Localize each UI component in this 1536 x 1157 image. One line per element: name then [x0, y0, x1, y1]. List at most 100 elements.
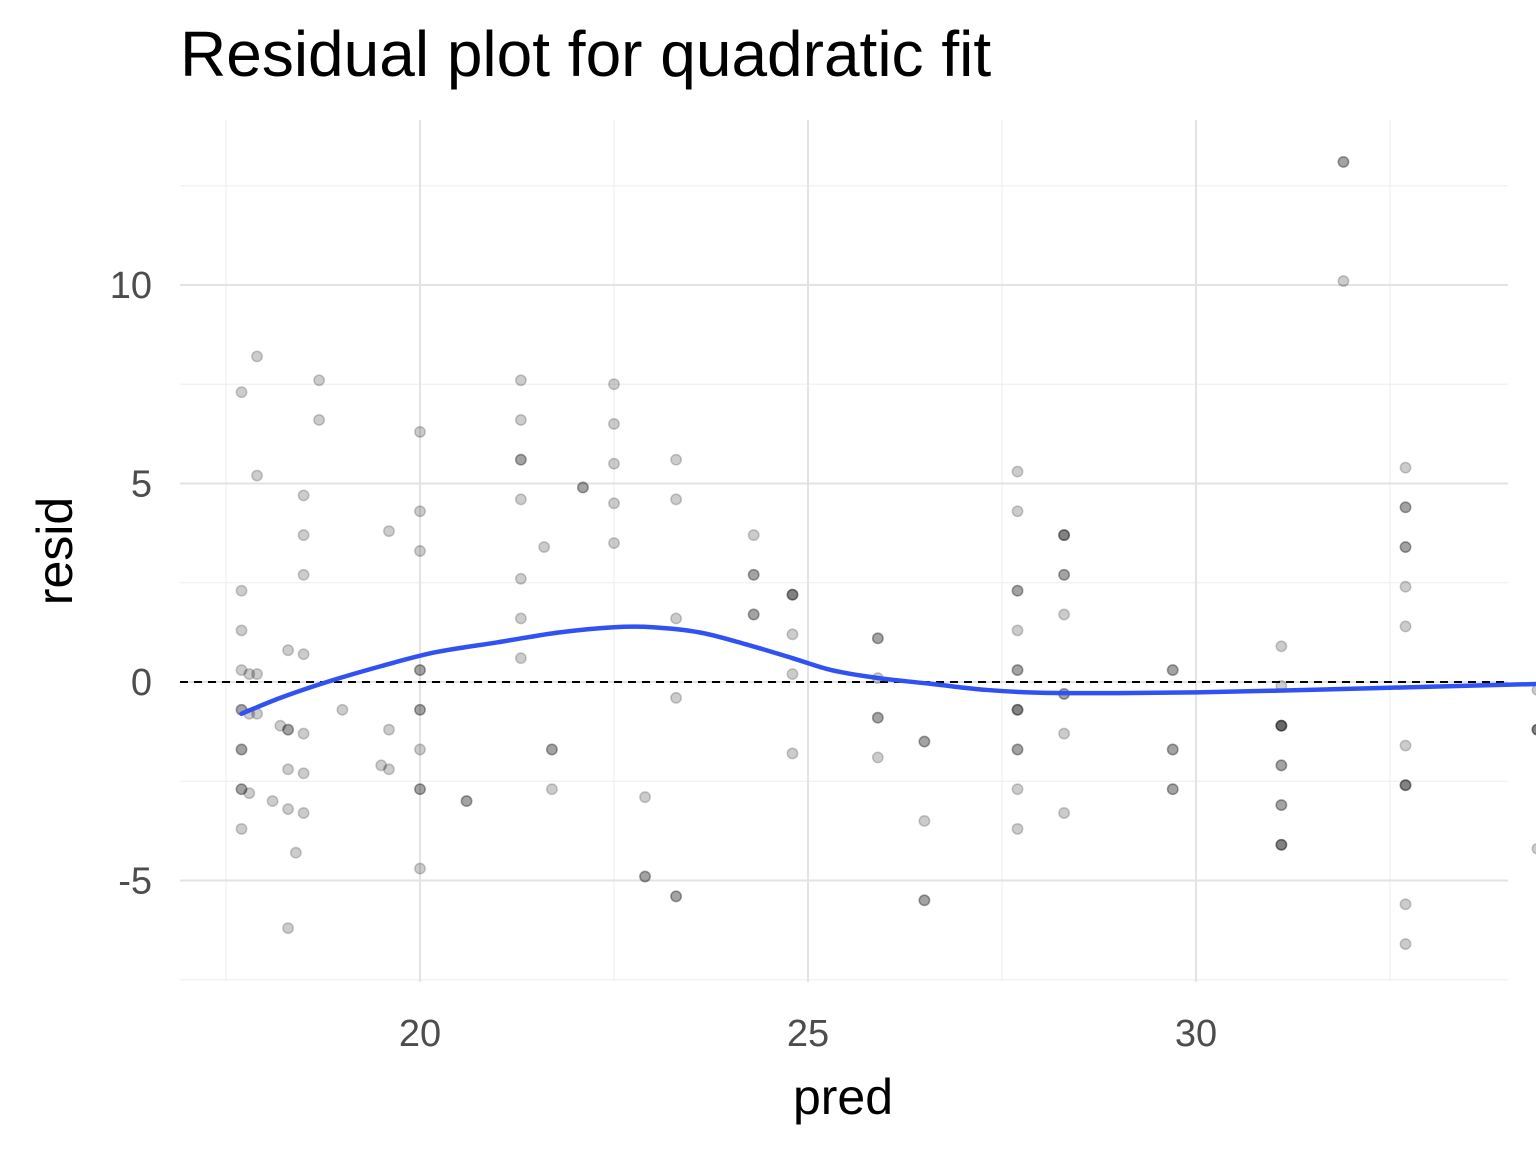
data-point: [786, 588, 799, 601]
data-point: [1011, 703, 1024, 716]
data-point: [414, 505, 426, 518]
data-point: [514, 374, 527, 387]
data-point: [282, 763, 295, 776]
data-point: [1011, 664, 1024, 677]
data-point: [297, 529, 310, 542]
data-point: [1531, 684, 1536, 696]
data-point: [1399, 779, 1412, 792]
data-point: [514, 453, 527, 466]
data-point: [266, 795, 279, 808]
data-point: [383, 525, 395, 538]
data-point: [235, 624, 248, 637]
data-point: [538, 541, 551, 553]
x-tick-label: 30: [1175, 1013, 1217, 1055]
data-point: [414, 743, 426, 756]
data-point: [1011, 664, 1024, 677]
data-point: [414, 664, 426, 677]
y-tick-label: -5: [118, 861, 152, 903]
data-point: [577, 481, 589, 494]
data-point: [1011, 624, 1024, 637]
data-point: [639, 870, 651, 883]
grid-lines: [180, 120, 1508, 982]
data-point: [1011, 822, 1024, 835]
data-point: [871, 751, 884, 764]
data-point: [1166, 664, 1179, 677]
data-point: [235, 822, 248, 835]
data-point: [1399, 779, 1412, 792]
data-point: [1011, 465, 1024, 478]
data-point: [243, 668, 256, 681]
data-point: [747, 568, 760, 581]
data-point: [1058, 608, 1071, 621]
data-point: [514, 612, 527, 625]
y-tick-label: 5: [131, 464, 152, 506]
data-point: [297, 727, 310, 740]
data-point: [289, 846, 302, 859]
data-point: [1275, 838, 1288, 851]
data-point: [786, 747, 799, 760]
data-point: [1166, 783, 1179, 796]
data-point: [1275, 838, 1288, 851]
data-point: [1337, 155, 1350, 168]
data-point: [1011, 743, 1024, 756]
data-point: [514, 453, 527, 466]
data-point: [747, 568, 760, 581]
data-point: [514, 493, 527, 506]
data-point: [1058, 727, 1071, 740]
data-point: [1399, 541, 1412, 553]
data-point: [918, 815, 931, 827]
data-point: [282, 723, 295, 736]
data-point: [1058, 568, 1071, 581]
data-point: [251, 350, 263, 363]
data-point: [747, 608, 760, 621]
data-point: [786, 588, 799, 601]
data-point: [282, 644, 295, 657]
data-point: [1011, 703, 1024, 716]
data-point: [414, 783, 426, 796]
x-axis-title: pred: [793, 1069, 893, 1125]
data-point: [282, 723, 295, 736]
data-point: [297, 767, 310, 780]
data-point: [871, 632, 884, 645]
data-point: [670, 691, 683, 704]
data-point: [1058, 568, 1071, 581]
data-point: [1058, 529, 1071, 542]
axis-labels: 20 25 30 -5 0 5 10 pred resid: [27, 265, 1217, 1125]
data-point: [1011, 703, 1024, 716]
data-point: [235, 743, 248, 756]
data-point: [1275, 719, 1288, 732]
data-point: [414, 862, 426, 875]
data-point: [1166, 743, 1179, 756]
data-point: [871, 632, 884, 645]
data-point: [235, 783, 248, 796]
data-point: [608, 418, 620, 430]
data-point: [1011, 743, 1024, 756]
data-point: [670, 612, 683, 625]
data-point: [1011, 783, 1024, 796]
data-point: [235, 386, 248, 399]
data-point: [235, 743, 248, 756]
data-point: [1275, 640, 1288, 653]
data-point: [670, 453, 683, 466]
data-point: [297, 489, 310, 502]
data-point: [670, 493, 683, 506]
data-point: [383, 763, 395, 776]
data-point: [608, 457, 620, 470]
data-point: [1531, 723, 1536, 736]
data-point: [414, 425, 426, 438]
smooth-trend-line: [239, 624, 1536, 717]
data-point: [1275, 838, 1288, 851]
data-point: [1166, 664, 1179, 677]
data-point: [282, 922, 295, 935]
data-point: [514, 572, 527, 585]
data-point: [608, 537, 620, 549]
data-point: [1531, 723, 1536, 736]
data-point: [577, 481, 589, 494]
data-point: [670, 890, 683, 903]
data-point: [313, 414, 326, 426]
data-point: [1058, 529, 1071, 542]
data-point: [1275, 719, 1288, 732]
data-point: [1399, 938, 1412, 950]
data-point: [918, 735, 931, 748]
